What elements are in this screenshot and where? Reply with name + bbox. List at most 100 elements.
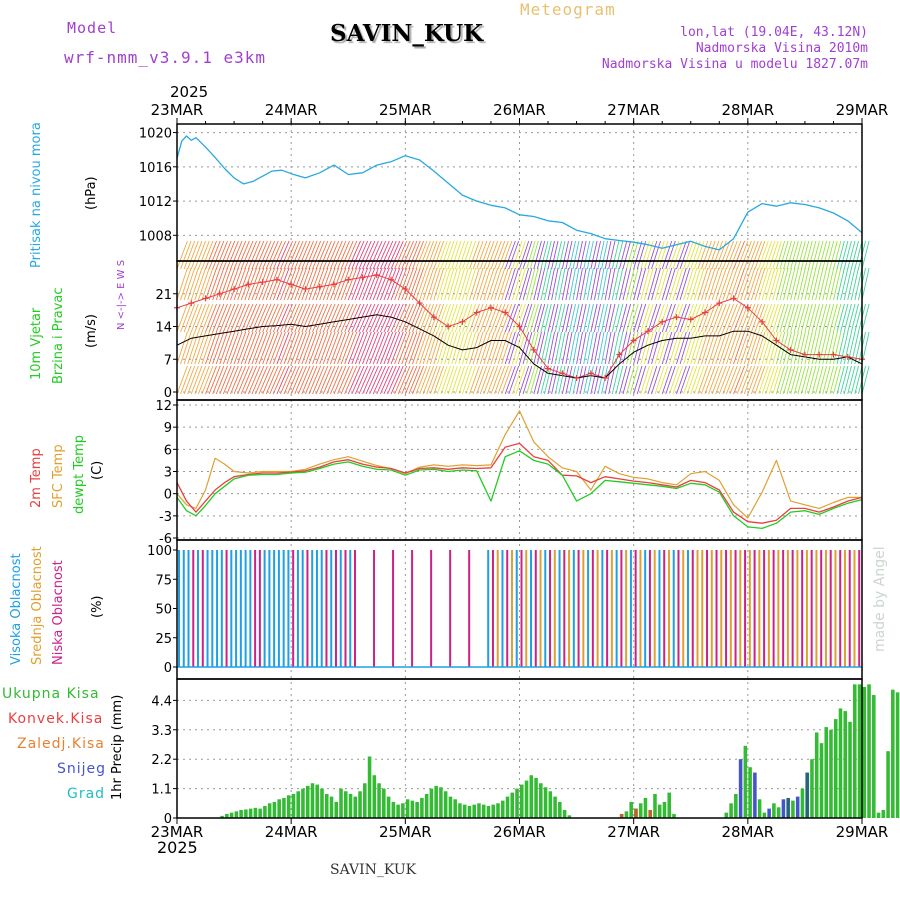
wind-barb [458,303,469,333]
wind-barb [579,365,587,395]
precip-bar [248,808,253,818]
wind-barb [604,303,612,333]
wind-barb [690,303,701,333]
wind-barb [768,331,779,365]
cloud-bar [330,550,333,667]
wind-barb [640,240,650,270]
wind-barb [362,365,376,395]
wind-barb [226,240,239,270]
wind-barb [622,267,632,301]
precip-bar [776,807,781,818]
wind-barb [272,240,286,270]
wind-barb [376,331,390,365]
precip-bar [667,792,672,818]
wind-barb [333,365,347,395]
precip-bar [358,791,362,818]
precip-bar [339,788,343,818]
wind-barb [597,365,605,395]
wind-barb [825,267,835,301]
cloud-bar [848,550,851,667]
wind-barb [490,267,502,301]
wind-barb [315,365,329,395]
gust-marker [716,300,723,307]
cloud-bar [853,550,856,667]
wind-barb [226,365,239,395]
wind-barb [297,240,311,270]
wind-barb [297,331,311,365]
gust-marker [702,309,709,316]
cloud-bar [520,550,523,667]
wind-barb [212,331,225,365]
wind-barb [679,331,691,365]
precip-bar [263,805,267,818]
wind-barb [451,365,462,395]
wind-barb [237,365,250,395]
wind-barb [558,240,566,270]
wind-barb [840,303,849,333]
gust-marker [830,351,837,358]
wind-barb [472,267,484,301]
cloud-bar [491,550,494,667]
wind-barb [786,365,796,395]
wind-barb [308,240,322,270]
wind-barb [255,267,268,301]
wind-barb [800,240,810,270]
gust-marker [816,351,823,358]
wind-barb [626,240,635,270]
station-title: SAVIN_KUK [330,20,484,47]
wind-barb [433,365,445,395]
wind-barb [390,303,404,333]
wind-barb [711,240,723,270]
precip-bar [315,784,320,818]
wind-barb [526,331,536,365]
gust-marker [487,304,494,311]
wind-barb [404,240,418,270]
cloud-bar [720,550,723,667]
cloud-bar [686,550,689,667]
wind-barb [219,240,232,270]
precip-bar [272,801,277,818]
wind-barb [290,240,304,270]
precip-bar [795,796,800,818]
precip-bar [391,801,396,818]
wind-barb [461,267,473,301]
wind-barb [187,365,199,395]
wind-barb [451,240,462,270]
wind-barbs [176,240,870,395]
gust-marker [373,272,380,279]
wind-barb [793,303,803,333]
wind-barb [458,267,469,301]
cloud-bar [254,550,257,667]
wind-barb [754,240,766,270]
wind-barb [808,365,817,395]
wind-barb [640,267,650,301]
wind-barb [479,365,491,395]
wind-barb [861,303,870,333]
wind-barb [486,331,499,365]
precip-bar [229,812,234,818]
wind-barb [337,303,350,333]
wind-barb [861,365,870,395]
wind-barb [251,365,265,395]
wind-barb [365,365,379,395]
wind-barb [758,331,769,365]
wind-barb [540,303,549,333]
wind-barb [394,267,408,301]
wind-barb [533,365,542,395]
wind-barb [476,303,488,333]
wind-barb [483,267,495,301]
wind-barb [494,365,506,395]
wind-barb [668,240,680,270]
wind-barb [333,331,347,365]
cloud-bar [553,550,556,667]
wind-barb [704,267,716,301]
wind-barb [237,331,250,365]
wind-barb [387,331,401,365]
wind-barb [183,331,196,365]
gust-marker [744,304,751,311]
cloud-bar [349,550,352,667]
wind-barb [219,267,232,301]
wind-barb [472,303,484,333]
wind-barb [486,240,499,270]
year-bottom: 2025 [157,838,198,857]
